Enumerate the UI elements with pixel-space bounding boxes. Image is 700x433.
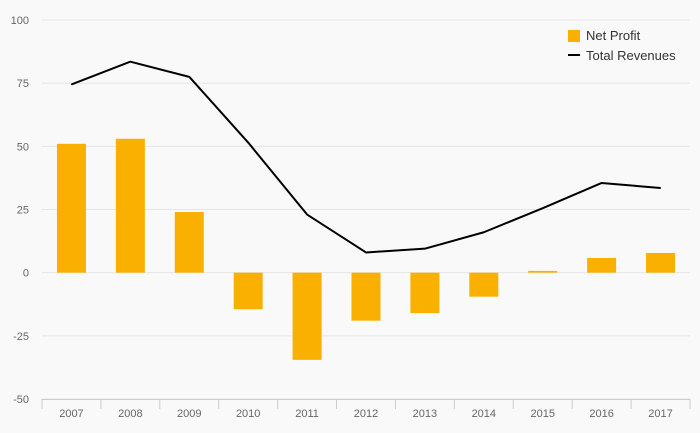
line-series [70, 60, 662, 254]
point-total-revenues-2008 [129, 61, 131, 63]
x-tick-label: 2008 [118, 408, 142, 420]
line-total-revenues [71, 60, 661, 254]
point-total-revenues-2016 [601, 182, 603, 184]
x-axis: 2007 2008 2009 2010 2011 2012 2013 2014 2015 2016… [41, 399, 691, 420]
y-tick-label: 75 [17, 78, 29, 90]
bar-net-profit-2012 [351, 272, 381, 321]
y-tick-label: 0 [23, 268, 29, 280]
x-tick-label: 2010 [236, 408, 260, 420]
x-tick-label: 2015 [530, 408, 554, 420]
bar-net-profit-2007 [56, 143, 86, 273]
x-tick-label: 2017 [648, 408, 672, 420]
y-tick-label: 100 [11, 15, 29, 27]
legend-swatch-net-profit [568, 30, 580, 42]
bar-net-profit-2011 [292, 272, 322, 360]
point-total-revenues-2011 [306, 214, 308, 216]
point-total-revenues-2017 [660, 187, 662, 189]
legend-label-total-revenues: Total Revenues [586, 48, 676, 63]
y-tick-label: -50 [13, 394, 29, 406]
bar-net-profit-2010 [233, 272, 263, 310]
x-tick-label: 2014 [472, 408, 496, 420]
point-total-revenues-2010 [247, 142, 249, 144]
x-tick-label: 2011 [295, 408, 319, 420]
bar-net-profit-2013 [410, 272, 440, 314]
x-tick-label: 2016 [589, 408, 613, 420]
y-tick-label: -25 [13, 331, 29, 343]
bar-net-profit-2017 [646, 252, 676, 273]
point-total-revenues-2012 [365, 251, 367, 253]
y-axis-ticks: 100 75 50 25 0 -25 -50 [11, 15, 29, 406]
bar-net-profit-2009 [174, 212, 204, 273]
x-tick-label: 2009 [177, 408, 201, 420]
bar-net-profit-2008 [115, 138, 145, 273]
bar-series [56, 138, 676, 360]
legend-label-net-profit: Net Profit [586, 28, 641, 43]
point-total-revenues-2014 [483, 231, 485, 233]
point-total-revenues-2007 [70, 83, 72, 85]
point-total-revenues-2009 [188, 76, 190, 78]
legend: Net Profit Total Revenues [568, 28, 676, 63]
bar-net-profit-2014 [469, 272, 499, 297]
point-total-revenues-2013 [424, 248, 426, 250]
x-tick-label: 2007 [59, 408, 83, 420]
bar-net-profit-2015 [528, 270, 558, 273]
bar-net-profit-2016 [587, 258, 617, 273]
x-tick-label: 2013 [413, 408, 437, 420]
x-tick-label: 2012 [354, 408, 378, 420]
y-tick-label: 25 [17, 205, 29, 217]
point-total-revenues-2015 [542, 207, 544, 209]
y-tick-label: 50 [17, 141, 29, 153]
